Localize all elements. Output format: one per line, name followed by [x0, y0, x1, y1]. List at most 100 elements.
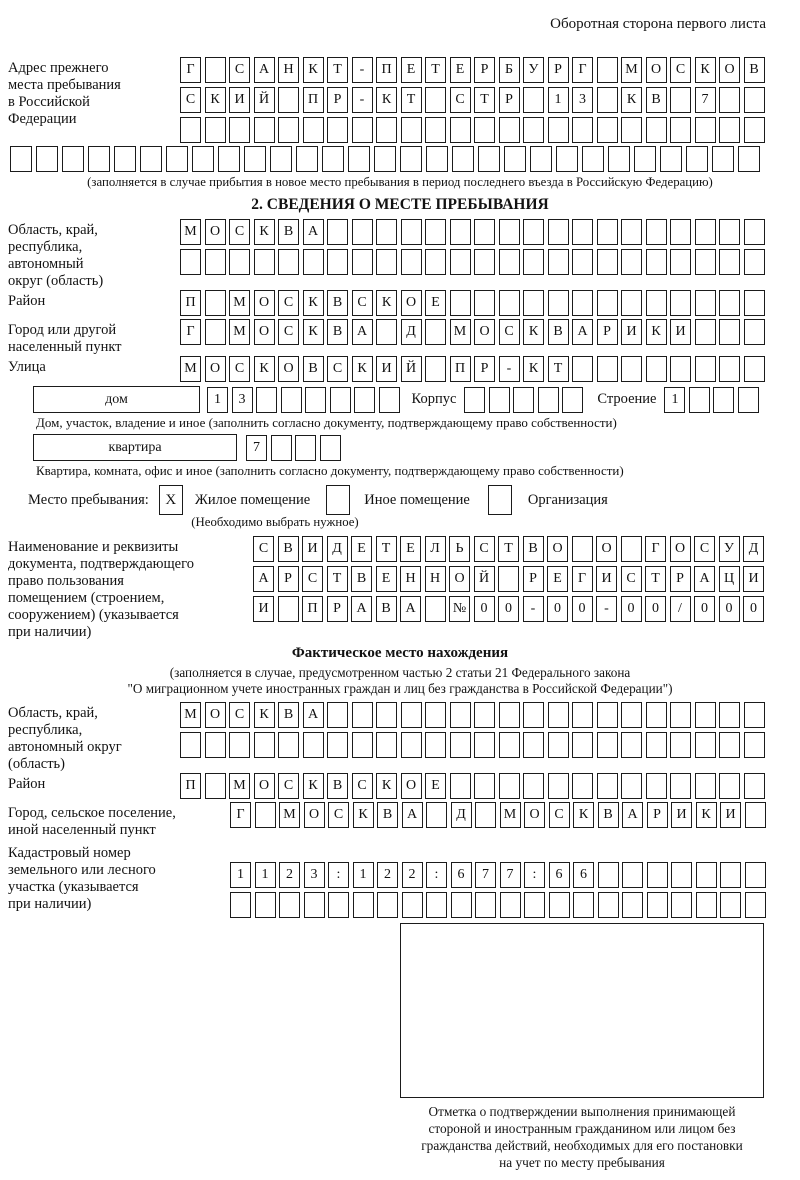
char-cell[interactable]	[712, 146, 734, 172]
char-cell[interactable]: М	[621, 57, 642, 83]
char-cell[interactable]	[547, 702, 569, 728]
char-cell[interactable]	[319, 434, 341, 461]
char-cell[interactable]: Е	[375, 566, 397, 592]
char-cell[interactable]: 7	[499, 862, 521, 888]
char-cell[interactable]	[204, 773, 226, 799]
char-cell[interactable]	[523, 117, 544, 143]
prev-address-overflow-row[interactable]	[0, 146, 800, 172]
char-cell[interactable]	[180, 732, 201, 758]
char-cell[interactable]: К	[376, 773, 397, 799]
char-cell[interactable]: Д	[326, 536, 348, 562]
char-cell[interactable]	[401, 892, 423, 918]
char-cell[interactable]: Е	[547, 566, 568, 592]
char-cell[interactable]	[244, 146, 266, 172]
char-cell[interactable]	[694, 773, 716, 799]
char-cell[interactable]: Е	[425, 773, 446, 799]
char-cell[interactable]	[523, 87, 544, 113]
char-cell[interactable]: А	[351, 319, 373, 345]
char-cell[interactable]: К	[302, 57, 324, 83]
char-cell[interactable]	[425, 87, 446, 113]
prev-address-row-3[interactable]	[180, 117, 765, 143]
char-cell[interactable]	[351, 249, 373, 275]
char-cell[interactable]	[523, 702, 544, 728]
char-cell[interactable]	[374, 146, 396, 172]
char-cell[interactable]	[400, 249, 422, 275]
char-cell[interactable]: О	[669, 536, 691, 562]
char-cell[interactable]	[351, 219, 373, 245]
char-cell[interactable]	[572, 219, 593, 245]
char-cell[interactable]	[720, 862, 741, 888]
apartment-cells[interactable]: 7	[246, 434, 341, 461]
char-cell[interactable]	[498, 773, 520, 799]
checkbox-residential[interactable]: X	[158, 485, 183, 515]
char-cell[interactable]	[376, 249, 397, 275]
char-cell[interactable]	[670, 732, 691, 758]
char-cell[interactable]	[270, 146, 292, 172]
char-cell[interactable]	[694, 117, 716, 143]
char-cell[interactable]	[475, 892, 496, 918]
char-cell[interactable]: Т	[326, 566, 348, 592]
char-cell[interactable]	[694, 702, 716, 728]
char-cell[interactable]: 0	[743, 596, 764, 622]
char-cell[interactable]: 6	[548, 862, 570, 888]
char-cell[interactable]: О	[253, 773, 275, 799]
char-cell[interactable]	[645, 702, 667, 728]
char-cell[interactable]: К	[376, 87, 397, 113]
checkbox-organization[interactable]	[487, 485, 512, 515]
char-cell[interactable]: М	[180, 702, 201, 728]
char-cell[interactable]	[597, 892, 619, 918]
char-cell[interactable]	[743, 319, 765, 345]
char-cell[interactable]	[621, 773, 642, 799]
char-cell[interactable]: В	[327, 319, 348, 345]
char-cell[interactable]	[351, 702, 373, 728]
char-cell[interactable]	[572, 290, 593, 316]
char-cell[interactable]	[719, 117, 740, 143]
char-cell[interactable]	[376, 117, 397, 143]
char-cell[interactable]	[572, 732, 593, 758]
char-cell[interactable]: О	[253, 319, 275, 345]
char-cell[interactable]	[572, 356, 593, 382]
char-cell[interactable]	[348, 146, 370, 172]
char-cell[interactable]: О	[204, 702, 226, 728]
char-cell[interactable]	[478, 146, 500, 172]
char-cell[interactable]	[572, 702, 593, 728]
char-cell[interactable]	[302, 117, 324, 143]
char-cell[interactable]	[743, 702, 765, 728]
char-cell[interactable]: О	[449, 566, 470, 592]
char-cell[interactable]	[62, 146, 84, 172]
char-cell[interactable]: В	[743, 57, 765, 83]
char-cell[interactable]	[743, 732, 765, 758]
char-cell[interactable]: К	[302, 290, 324, 316]
char-cell[interactable]: 6	[573, 862, 594, 888]
char-cell[interactable]	[571, 536, 593, 562]
char-cell[interactable]	[425, 319, 446, 345]
char-cell[interactable]	[229, 732, 250, 758]
char-cell[interactable]: Д	[743, 536, 764, 562]
stroenie-cells[interactable]: 1	[664, 386, 759, 413]
char-cell[interactable]: А	[572, 319, 593, 345]
char-cell[interactable]: 1	[664, 386, 686, 413]
char-cell[interactable]	[744, 862, 766, 888]
char-cell[interactable]	[192, 146, 214, 172]
char-cell[interactable]: К	[621, 87, 642, 113]
char-cell[interactable]	[322, 146, 344, 172]
char-cell[interactable]	[621, 702, 642, 728]
char-cell[interactable]	[530, 146, 552, 172]
char-cell[interactable]	[694, 319, 716, 345]
char-cell[interactable]	[572, 249, 593, 275]
char-cell[interactable]	[596, 702, 618, 728]
char-cell[interactable]: О	[596, 536, 617, 562]
char-cell[interactable]: В	[351, 566, 372, 592]
char-cell[interactable]	[719, 356, 740, 382]
char-cell[interactable]	[328, 892, 349, 918]
char-cell[interactable]	[449, 773, 471, 799]
char-cell[interactable]: Н	[424, 566, 446, 592]
char-cell[interactable]: 1	[230, 862, 251, 888]
region-row-2[interactable]	[180, 249, 765, 275]
char-cell[interactable]: Т	[425, 57, 446, 83]
char-cell[interactable]	[230, 892, 251, 918]
char-cell[interactable]	[670, 773, 691, 799]
char-cell[interactable]: Ц	[718, 566, 740, 592]
char-cell[interactable]: О	[303, 802, 325, 828]
